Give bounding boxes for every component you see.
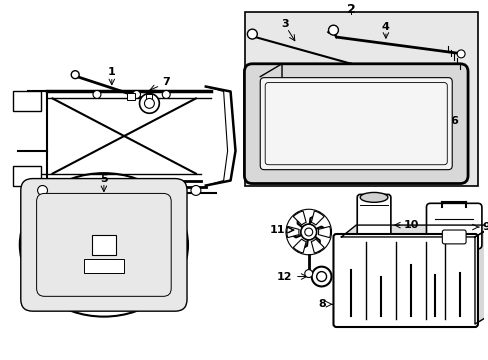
Circle shape (93, 90, 101, 98)
Circle shape (191, 185, 201, 195)
Text: 4: 4 (381, 22, 389, 32)
FancyBboxPatch shape (20, 179, 186, 311)
Circle shape (38, 185, 47, 195)
Text: 2: 2 (346, 3, 355, 16)
Circle shape (132, 90, 140, 98)
Bar (13, 166, 41, 185)
Wedge shape (293, 239, 305, 253)
Circle shape (247, 29, 257, 39)
FancyBboxPatch shape (260, 78, 451, 170)
Polygon shape (474, 225, 488, 324)
Polygon shape (341, 225, 488, 237)
Text: 5: 5 (100, 174, 107, 184)
FancyBboxPatch shape (333, 234, 477, 327)
Circle shape (316, 271, 326, 282)
Circle shape (71, 71, 79, 78)
FancyBboxPatch shape (37, 193, 171, 296)
FancyBboxPatch shape (244, 64, 467, 184)
Circle shape (304, 270, 312, 278)
Circle shape (139, 94, 159, 113)
Circle shape (162, 90, 170, 98)
Text: 8: 8 (318, 299, 326, 309)
Text: 3: 3 (281, 19, 288, 29)
Circle shape (300, 224, 316, 240)
Wedge shape (318, 226, 330, 238)
Wedge shape (293, 211, 305, 225)
Bar (245, 12, 477, 185)
Text: 1: 1 (108, 67, 116, 77)
Circle shape (328, 25, 338, 35)
Wedge shape (311, 239, 324, 253)
Circle shape (144, 98, 154, 108)
Ellipse shape (20, 173, 187, 316)
Bar (126, 94, 134, 100)
Circle shape (343, 80, 352, 90)
Text: 9: 9 (481, 222, 488, 232)
Text: 11: 11 (269, 225, 285, 235)
Wedge shape (311, 211, 324, 225)
Wedge shape (286, 226, 299, 238)
Text: 7: 7 (162, 77, 170, 87)
FancyBboxPatch shape (357, 194, 390, 258)
Circle shape (304, 228, 312, 236)
FancyBboxPatch shape (426, 203, 481, 249)
Bar (13, 91, 41, 111)
Bar (92, 235, 116, 255)
Text: 6: 6 (449, 116, 457, 126)
FancyBboxPatch shape (442, 230, 465, 244)
Bar (84, 259, 123, 273)
Ellipse shape (360, 193, 387, 202)
Circle shape (311, 267, 331, 287)
Bar (146, 94, 152, 100)
Text: 12: 12 (276, 271, 291, 282)
Text: 10: 10 (403, 220, 418, 230)
Circle shape (456, 50, 464, 58)
